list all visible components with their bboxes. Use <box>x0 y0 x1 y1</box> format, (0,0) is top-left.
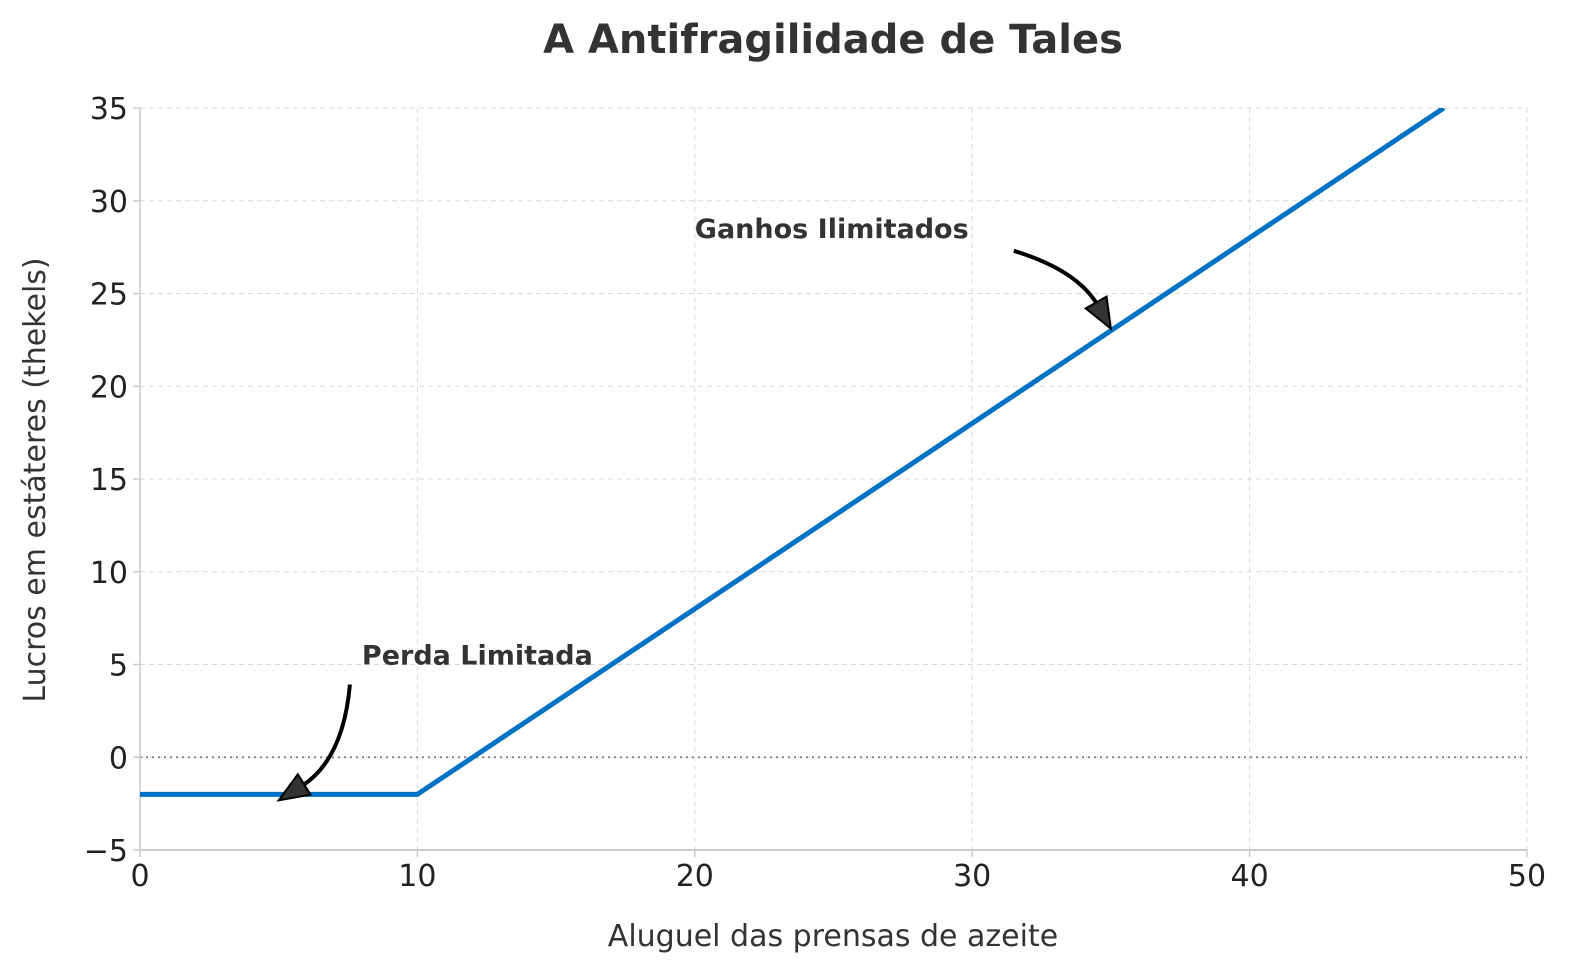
y-tick-label: 10 <box>90 556 128 591</box>
x-tick-label: 10 <box>398 859 436 894</box>
series-group <box>140 108 1446 797</box>
y-axis-label: Lucros em estáteres (thekels) <box>18 257 53 702</box>
y-tick-label: 5 <box>109 649 128 684</box>
annotations: Perda Limitada Ganhos Ilimitados <box>276 214 1113 802</box>
chart-title: A Antifragilidade de Tales <box>543 17 1123 63</box>
y-tick-label: 35 <box>90 92 128 127</box>
x-tick-label: 30 <box>953 859 991 894</box>
x-tick-label: 20 <box>676 859 714 894</box>
arrow-head <box>1083 294 1113 331</box>
x-tick-label: 50 <box>1508 859 1546 894</box>
y-tick-label: 25 <box>90 278 128 313</box>
annotation-label: Ganhos Ilimitados <box>695 214 969 245</box>
annotation-arrow-perda <box>276 684 352 802</box>
x-tick-label: 40 <box>1231 859 1269 894</box>
y-tick-label: −5 <box>84 834 128 869</box>
annotation-arrow-ganhos <box>1013 248 1113 331</box>
y-tick-label: 15 <box>90 463 128 498</box>
x-axis-label: Aluguel das prensas de azeite <box>608 919 1058 954</box>
annotation-label: Perda Limitada <box>362 641 593 672</box>
x-tick-label: 0 <box>130 859 149 894</box>
y-tick-label: 30 <box>90 185 128 220</box>
arrow-shaft <box>1013 248 1100 307</box>
arrow-shaft <box>299 684 352 789</box>
x-ticks: 0 10 20 30 40 50 <box>130 850 1546 894</box>
y-tick-label: 20 <box>90 370 128 405</box>
payoff-line <box>140 108 1446 797</box>
arrow-head <box>276 772 313 802</box>
y-ticks: −5 0 5 10 15 20 25 30 35 <box>84 92 140 869</box>
y-tick-label: 0 <box>109 741 128 776</box>
